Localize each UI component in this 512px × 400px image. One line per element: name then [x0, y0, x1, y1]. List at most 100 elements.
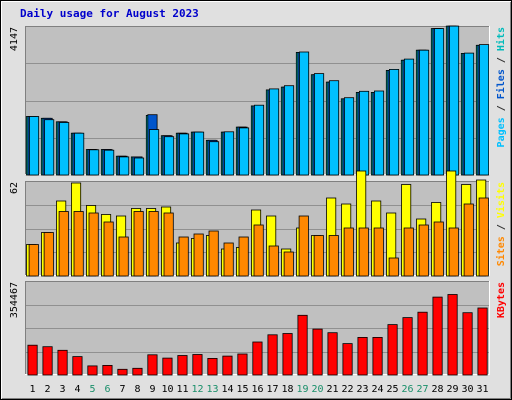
bar-sites-day-2	[43, 232, 54, 277]
day-label: 25	[386, 384, 398, 395]
legend-entry: Visits	[495, 182, 507, 218]
bar-sites-day-19	[298, 215, 309, 277]
day-label: 26	[401, 384, 413, 395]
day-label: 15	[236, 384, 248, 395]
bar-sites-day-12	[193, 233, 204, 277]
bar-sites-day-27	[418, 224, 429, 277]
bar-kbytes-day-31	[477, 307, 488, 376]
bar-sites-day-31	[478, 197, 489, 277]
bar-sites-day-16	[253, 224, 264, 277]
bar-kbytes-day-7	[117, 368, 128, 376]
legend: KBytes	[496, 282, 507, 318]
day-label: 3	[59, 384, 65, 395]
bar-kbytes-day-1	[27, 344, 38, 376]
bar-kbytes-day-23	[357, 336, 368, 376]
bar-kbytes-day-27	[417, 311, 428, 376]
legend-entry: /	[496, 51, 507, 69]
day-label: 9	[149, 384, 155, 395]
bar-sites-day-6	[103, 221, 114, 277]
day-label: 30	[461, 384, 473, 395]
series-bars	[25, 25, 490, 176]
bar-pages-day-23	[358, 90, 370, 176]
day-label: 22	[341, 384, 353, 395]
bar-kbytes-day-16	[252, 341, 263, 376]
day-label: 27	[416, 384, 428, 395]
day-axis: 1 2 3 4 5 6 7 8 9 10 11 12 13 14 15 16 17 18 19 20 21 22 23 24 2…	[29, 384, 488, 395]
bar-sites-day-7	[118, 236, 129, 277]
bar-kbytes-day-15	[237, 353, 248, 376]
legend-entry: KBytes	[496, 282, 507, 318]
bar-kbytes-day-17	[267, 334, 278, 376]
bar-pages-day-8	[133, 157, 145, 176]
bar-sites-day-30	[463, 203, 474, 277]
legend-entry: /	[496, 218, 507, 236]
day-label: 4	[74, 384, 80, 395]
legend-entry: Pages	[496, 117, 507, 147]
bar-kbytes-day-13	[207, 357, 218, 376]
bar-pages-day-6	[104, 149, 115, 176]
bar-pages-day-18	[283, 85, 295, 176]
day-label: 5	[89, 384, 95, 395]
series-pages	[28, 25, 490, 176]
bar-pages-day-28	[433, 28, 445, 176]
panel-top: 4147 Pages / Files / Hits	[9, 25, 507, 176]
bar-kbytes-day-19	[297, 314, 308, 376]
bar-kbytes-day-26	[402, 317, 413, 376]
bar-pages-day-25	[388, 69, 400, 176]
day-label: 29	[446, 384, 458, 395]
y-max-label: 354467	[9, 282, 20, 318]
bar-kbytes-day-6	[102, 364, 113, 376]
bar-pages-day-19	[298, 51, 310, 176]
bar-sites-day-10	[163, 212, 174, 277]
bar-kbytes-day-30	[462, 312, 473, 376]
bar-pages-day-10	[163, 136, 175, 176]
bar-pages-day-15	[238, 127, 250, 176]
day-label: 11	[176, 384, 188, 395]
bar-pages-day-14	[223, 131, 235, 176]
day-label: 14	[221, 384, 233, 395]
day-label: 8	[134, 384, 140, 395]
legend: Pages / Files / Hits	[495, 27, 507, 147]
day-label: 20	[311, 384, 323, 395]
bar-sites-day-22	[343, 227, 354, 277]
bar-pages-day-3	[59, 122, 70, 176]
bar-pages-day-17	[268, 88, 280, 176]
day-label: 18	[281, 384, 293, 395]
series-bars	[27, 294, 488, 376]
legend-entry: Sites	[495, 236, 507, 266]
bar-sites-day-18	[283, 251, 294, 277]
day-label: 7	[119, 384, 125, 395]
bar-kbytes-day-20	[312, 328, 323, 376]
bar-sites-day-5	[88, 212, 99, 277]
y-max-label: 62	[9, 182, 20, 194]
bar-pages-day-4	[74, 132, 85, 176]
bar-pages-day-31	[478, 44, 490, 176]
bar-pages-day-30	[463, 52, 475, 176]
bar-pages-day-9	[148, 129, 160, 176]
chart-panels: 4147 Pages / Files / Hits 62 Sites / Visits…	[9, 25, 507, 376]
bar-pages-day-13	[208, 141, 220, 176]
bar-pages-day-24	[373, 90, 385, 176]
bar-pages-day-29	[448, 25, 460, 176]
bar-kbytes-day-22	[342, 343, 353, 376]
day-label: 31	[476, 384, 488, 395]
bar-sites-day-25	[388, 257, 399, 277]
bar-kbytes-day-12	[192, 354, 203, 376]
day-label: 12	[191, 384, 203, 395]
bar-sites-day-17	[268, 245, 279, 277]
bar-sites-day-20	[313, 235, 324, 277]
bar-sites-day-13	[208, 230, 219, 277]
series-kbytes	[27, 294, 488, 376]
bar-kbytes-day-9	[147, 354, 158, 376]
bar-sites-day-15	[238, 236, 249, 277]
legend-entry: /	[496, 99, 507, 117]
bar-sites-day-4	[73, 211, 84, 277]
bar-pages-day-2	[44, 119, 55, 176]
bar-sites-day-21	[328, 235, 339, 277]
bar-kbytes-day-29	[447, 294, 458, 376]
series-sites	[28, 197, 489, 277]
legend: Sites / Visits	[495, 182, 507, 266]
bar-sites-day-14	[223, 242, 234, 277]
bar-pages-day-5	[89, 149, 100, 176]
